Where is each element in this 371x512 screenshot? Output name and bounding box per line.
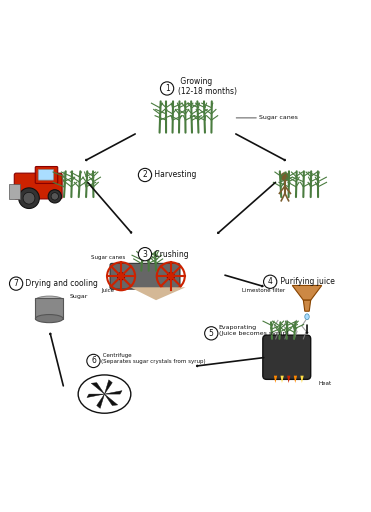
Circle shape <box>19 188 39 208</box>
Circle shape <box>205 327 218 340</box>
Text: Juice: Juice <box>102 288 115 293</box>
Circle shape <box>280 173 289 181</box>
Circle shape <box>51 193 59 200</box>
Polygon shape <box>105 380 112 394</box>
Polygon shape <box>105 391 122 394</box>
Circle shape <box>23 193 35 204</box>
Text: Limestone filter: Limestone filter <box>242 288 285 293</box>
Polygon shape <box>287 376 290 383</box>
Circle shape <box>117 272 125 280</box>
Circle shape <box>87 354 100 368</box>
Text: Harvesting: Harvesting <box>152 170 197 180</box>
Text: Purifying juice: Purifying juice <box>278 278 334 286</box>
FancyBboxPatch shape <box>36 298 63 318</box>
Text: 7: 7 <box>14 279 19 288</box>
FancyBboxPatch shape <box>35 166 58 183</box>
Ellipse shape <box>36 314 63 323</box>
FancyBboxPatch shape <box>38 169 54 180</box>
Polygon shape <box>130 287 186 300</box>
Text: 1: 1 <box>165 84 170 93</box>
Text: 6: 6 <box>91 356 96 366</box>
Polygon shape <box>301 376 304 383</box>
Text: Heat: Heat <box>318 380 331 386</box>
Text: 4: 4 <box>268 278 273 286</box>
Text: Sugar canes: Sugar canes <box>91 254 125 260</box>
Circle shape <box>138 168 152 182</box>
Polygon shape <box>97 394 105 409</box>
Text: Sugar canes: Sugar canes <box>259 115 298 120</box>
Polygon shape <box>292 286 322 300</box>
Circle shape <box>167 272 174 280</box>
Circle shape <box>263 275 277 288</box>
Ellipse shape <box>36 296 63 304</box>
FancyBboxPatch shape <box>14 173 62 199</box>
Polygon shape <box>294 376 297 383</box>
Polygon shape <box>274 376 277 383</box>
Circle shape <box>10 277 23 290</box>
Text: Growing
(12-18 months): Growing (12-18 months) <box>178 77 237 96</box>
Polygon shape <box>105 394 118 406</box>
Polygon shape <box>280 376 284 383</box>
Ellipse shape <box>78 375 131 413</box>
Text: 5: 5 <box>209 329 214 338</box>
Polygon shape <box>303 300 311 311</box>
FancyBboxPatch shape <box>263 335 311 379</box>
Text: Centrifuge
(Separates sugar crystals from syrup): Centrifuge (Separates sugar crystals fro… <box>101 353 206 364</box>
Polygon shape <box>91 382 105 394</box>
Text: Crushing: Crushing <box>152 250 189 259</box>
Text: 2: 2 <box>142 170 147 180</box>
FancyBboxPatch shape <box>110 263 180 289</box>
Polygon shape <box>87 394 105 397</box>
Text: Drying and cooling: Drying and cooling <box>23 279 98 288</box>
Circle shape <box>138 247 152 261</box>
Ellipse shape <box>305 314 309 319</box>
Text: Sugar: Sugar <box>69 294 88 299</box>
Circle shape <box>48 190 62 203</box>
Circle shape <box>161 82 174 95</box>
Text: Evaporating
(Juice becomes syrup): Evaporating (Juice becomes syrup) <box>219 325 289 336</box>
Text: 3: 3 <box>142 250 147 259</box>
FancyBboxPatch shape <box>9 184 20 199</box>
